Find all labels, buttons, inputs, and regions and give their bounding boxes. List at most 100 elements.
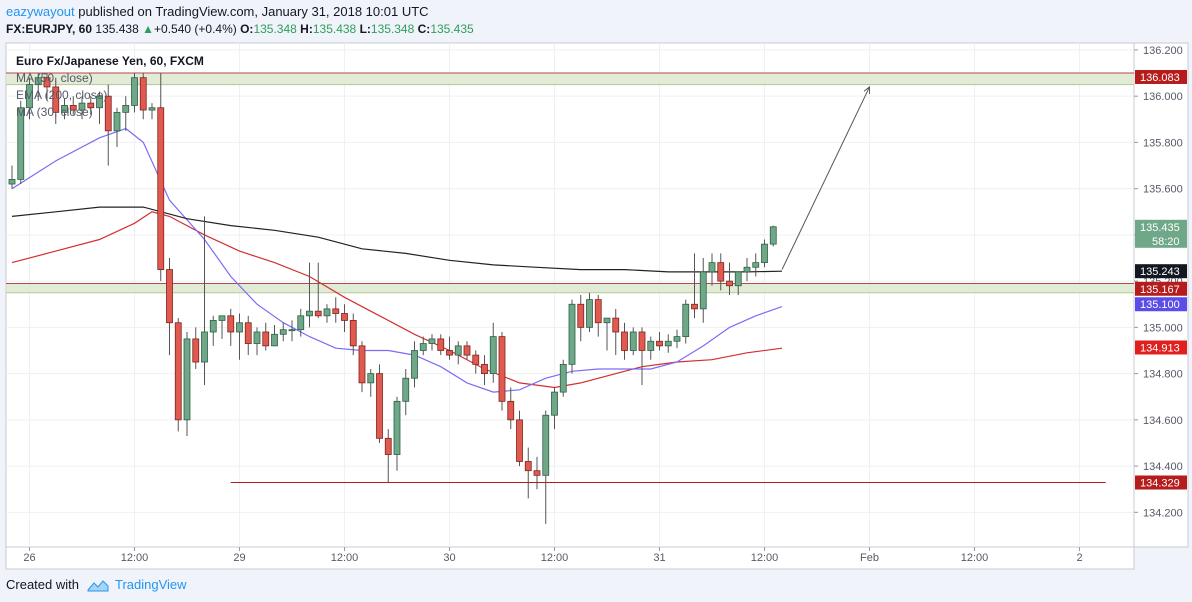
candle-body xyxy=(393,400,401,455)
y-tick-label: 136.000 xyxy=(1143,91,1183,103)
candle-body xyxy=(559,363,567,393)
candle-body xyxy=(454,345,462,356)
candle-body xyxy=(323,308,331,317)
candle-body xyxy=(647,340,655,351)
candle-body xyxy=(621,331,628,351)
x-tick-label: 26 xyxy=(23,552,35,564)
candle-body xyxy=(472,354,480,365)
drawings xyxy=(230,85,1106,483)
candle-body xyxy=(26,84,33,109)
x-tick-label: 12:00 xyxy=(961,552,989,564)
candle-body xyxy=(682,303,690,338)
candle-body xyxy=(463,345,471,356)
price-tag xyxy=(1135,297,1187,312)
x-tick-label: 2 xyxy=(1076,552,1082,564)
plot-area xyxy=(5,42,1135,548)
candle-body xyxy=(743,266,751,273)
candle-body xyxy=(332,308,340,314)
candle-body xyxy=(481,363,488,375)
candle-body xyxy=(673,336,681,342)
candle-body xyxy=(104,95,112,132)
symbol-info: FX:EURJPY, 60 135.438 ▲+0.540 (+0.4%) O:… xyxy=(6,22,474,36)
candle-body xyxy=(271,333,278,347)
candle-body xyxy=(446,350,453,356)
candle-body xyxy=(691,303,698,310)
candles xyxy=(8,73,777,524)
price-tag xyxy=(1135,219,1187,248)
zone-band xyxy=(6,283,1134,293)
y-tick-label: 134.400 xyxy=(1143,461,1183,473)
x-tick-label: 30 xyxy=(443,552,455,564)
up-triangle-icon: ▲ xyxy=(142,22,155,36)
candle-body xyxy=(507,400,515,421)
candle-body xyxy=(78,102,86,111)
candle-body xyxy=(34,77,42,86)
ema-200-path xyxy=(11,211,783,389)
x-tick-label: 12:00 xyxy=(541,552,569,564)
candle-body xyxy=(664,340,672,347)
candle-body xyxy=(166,269,173,324)
candle-body xyxy=(148,107,156,111)
candle-body xyxy=(288,329,296,332)
candle-body xyxy=(358,345,366,384)
candle-body xyxy=(367,373,375,384)
candle-body xyxy=(314,310,322,317)
open-label: O: xyxy=(240,22,254,36)
trend-arrow-line xyxy=(781,86,870,270)
price-tag-label: 134.329 xyxy=(1140,477,1180,489)
candle-body xyxy=(96,95,103,109)
candle-body xyxy=(603,317,611,324)
candle-body xyxy=(629,331,637,351)
candle-body xyxy=(218,315,226,321)
candle-body xyxy=(227,315,235,333)
candle-body xyxy=(489,336,497,375)
price-tag-label: 134.913 xyxy=(1140,342,1180,354)
candle-body xyxy=(201,331,208,363)
candle-body xyxy=(428,338,436,344)
price-tag xyxy=(1135,264,1187,279)
candle-body xyxy=(752,262,760,268)
ma-30-line xyxy=(11,206,783,273)
open-value: 135.348 xyxy=(253,22,297,36)
price-tag xyxy=(1135,340,1187,355)
low-value: 135.348 xyxy=(370,22,415,36)
time-axis[interactable] xyxy=(5,546,1135,570)
tradingview-logo-icon xyxy=(87,579,109,591)
y-tick-label: 134.800 xyxy=(1143,369,1183,381)
footer: Created with TradingView xyxy=(6,577,187,592)
candle-body xyxy=(69,105,77,111)
created-with-label: Created with xyxy=(6,577,79,592)
author-link[interactable]: eazywayout xyxy=(6,4,75,19)
change-value: +0.540 (+0.4%) xyxy=(154,22,237,36)
candle-body xyxy=(209,320,217,333)
candle-body xyxy=(498,336,506,402)
candle-body xyxy=(279,329,287,335)
candle-body xyxy=(761,243,768,264)
x-tick-label: 31 xyxy=(653,552,665,564)
price-tag-label: 136.083 xyxy=(1140,72,1180,84)
candle-body xyxy=(612,317,620,333)
candle-body xyxy=(17,107,25,180)
high-value: 135.438 xyxy=(312,22,357,36)
candle-body xyxy=(8,179,16,185)
legend-ma-30: MA (30, close) xyxy=(16,105,93,119)
candle-body xyxy=(244,322,252,344)
publish-text: published on TradingView.com, January 31… xyxy=(78,4,429,19)
candle-body xyxy=(297,315,305,331)
grid-lines xyxy=(6,43,1134,547)
candle-body xyxy=(236,322,243,333)
candle-body xyxy=(253,331,261,344)
price-tag-label: 135.243 xyxy=(1140,266,1180,278)
candle-body xyxy=(551,391,558,416)
price-chart[interactable]: 136.200136.000135.800135.600135.400135.2… xyxy=(0,0,1192,572)
candle-body xyxy=(43,77,51,88)
tradingview-link[interactable]: TradingView xyxy=(114,577,187,592)
candle-body xyxy=(341,313,348,321)
candle-body xyxy=(516,419,523,462)
price-tag-label: 135.167 xyxy=(1140,284,1180,296)
candle-body xyxy=(122,105,130,113)
candle-body xyxy=(411,350,418,379)
candle-body xyxy=(113,111,121,132)
candle-body xyxy=(769,226,777,245)
close-label: C: xyxy=(417,22,431,36)
